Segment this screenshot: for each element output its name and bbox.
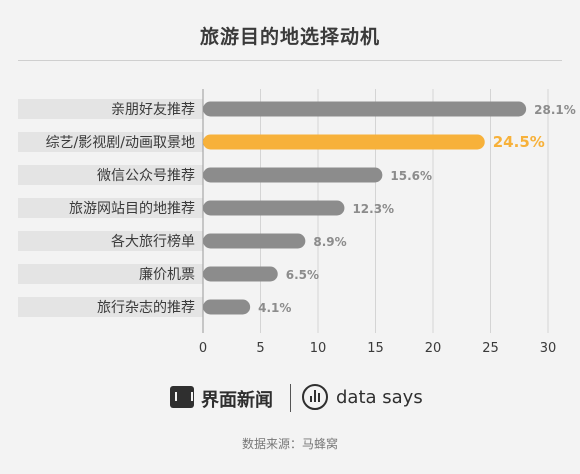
category-band [18,264,203,284]
category-band [18,99,203,119]
bar [203,134,485,150]
bar [203,299,251,315]
footer-divider [290,384,291,412]
chart-title: 旅游目的地选择动机 [199,26,380,48]
x-tick-label: 0 [199,341,207,356]
data-label: 6.5% [286,268,319,282]
x-tick-label: 10 [310,341,327,356]
jiemian-logo-icon [170,386,194,408]
category-band [18,297,203,317]
data-label: 15.6% [390,169,432,183]
data-label: 8.9% [313,235,346,249]
bar [203,233,306,249]
footer: 界面新闻 data says [0,380,580,418]
data-source: 数据来源：马蜂窝 [241,437,338,451]
data-label: 24.5% [493,133,545,151]
category-band [18,132,203,152]
bar [203,101,527,117]
category-band [18,231,203,251]
title-divider [18,60,562,61]
x-tick-label: 30 [540,341,557,356]
x-tick-label: 15 [367,341,384,356]
bar [203,167,383,183]
x-tick-label: 20 [425,341,442,356]
data-label: 12.3% [352,202,394,216]
data-says-logo-icon [302,384,328,410]
bar [203,266,278,282]
x-tick-label: 25 [482,341,499,356]
x-tick-label: 5 [256,341,264,356]
data-label: 4.1% [258,301,291,315]
partner-name: data says [336,387,423,408]
category-label: 廉价机票 [139,266,195,283]
category-label: 微信公众号推荐 [97,168,195,184]
bar [203,200,345,216]
category-band [18,198,203,218]
brand-name: 界面新闻 [201,390,273,411]
category-label: 旅游网站目的地推荐 [69,201,195,217]
category-band [18,165,203,185]
category-label: 综艺/影视剧/动画取景地 [46,135,195,151]
category-label: 各大旅行榜单 [111,233,195,250]
category-label: 旅行杂志的推荐 [97,300,195,316]
category-label: 亲朋好友推荐 [111,102,195,118]
data-label: 28.1% [534,103,576,117]
